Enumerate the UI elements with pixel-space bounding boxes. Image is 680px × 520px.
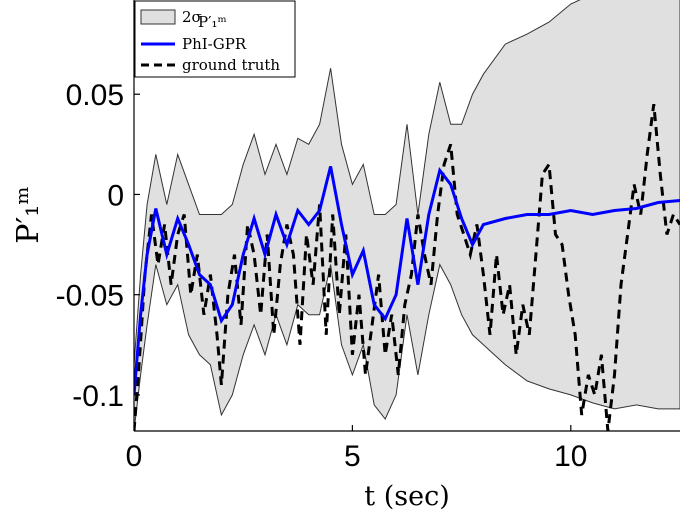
legend-label-truth: ground truth	[182, 56, 280, 74]
axes	[133, 0, 680, 432]
series-ground-truth	[134, 104, 680, 431]
legend-label-band: 2σ	[182, 8, 202, 26]
plot-area	[134, 0, 680, 431]
series-phi-gpr	[134, 166, 680, 396]
x-axis-label: t (sec)	[364, 481, 449, 512]
y-tick-label: 0.05	[66, 79, 124, 112]
legend: 2σ P′₁ᵐ PhI-GPR ground truth	[134, 0, 296, 78]
legend-label-mean: PhI-GPR	[182, 35, 247, 53]
y-tick-label: -0.1	[72, 380, 124, 413]
uncertainty-band	[134, 0, 680, 431]
y-axis-label: P′₁ᵐ	[11, 186, 46, 243]
x-tick-label: 10	[554, 440, 587, 473]
x-tick-label: 5	[344, 440, 361, 473]
y-tick-label: 0	[107, 179, 124, 212]
y-tick-label: -0.05	[56, 280, 124, 313]
ticks: 0 5 10 0.05 0 -0.05 -0.1	[56, 79, 588, 473]
legend-swatch-band	[140, 9, 176, 25]
x-tick-label: 0	[126, 440, 143, 473]
legend-label-band-subscript: P′₁ᵐ	[198, 13, 227, 31]
